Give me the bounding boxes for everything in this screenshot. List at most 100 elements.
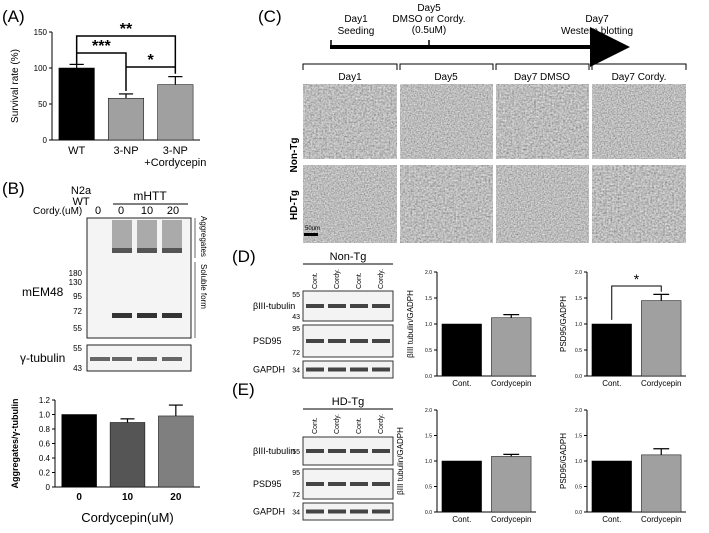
marker: 180 bbox=[69, 269, 83, 278]
antibody-mem48: mEM48 bbox=[22, 285, 64, 299]
y-tick-label: 100 bbox=[34, 64, 48, 73]
blot-marker: 55 bbox=[292, 449, 300, 456]
timeline-day1-sub: Seeding bbox=[338, 26, 375, 37]
y-tick-label: 0.4 bbox=[39, 454, 51, 463]
panel-label-a: (A) bbox=[2, 7, 25, 26]
blot-antibody-label: βIII-tubulin bbox=[253, 446, 295, 456]
cordy-label: Cordy.(uM) bbox=[33, 206, 82, 217]
category-label: 3-NP bbox=[113, 145, 138, 157]
panel-e-psd95-chart: 0.0 0.5 1.0 1.5 2.0 PSD95/GADPH Cont. Cordycepi… bbox=[559, 408, 686, 524]
blot-marker: 55 bbox=[292, 292, 300, 299]
y-axis-label: βIII tubulin/GADPH bbox=[396, 427, 405, 495]
lane-label: Cont. bbox=[312, 417, 319, 434]
category-label: WT bbox=[68, 145, 85, 157]
blot-antibody-label: βIII-tubulin bbox=[253, 301, 295, 311]
row-label-hd-tg: HD-Tg bbox=[289, 190, 300, 220]
category-label: 3-NP bbox=[163, 145, 188, 157]
category-label: Cont. bbox=[452, 515, 471, 524]
y-tick-label: 0.5 bbox=[575, 348, 582, 354]
blot-band bbox=[372, 509, 390, 514]
lane-label: Cordy. bbox=[334, 414, 341, 434]
gamma-tubulin-band bbox=[112, 357, 132, 361]
column-bracket bbox=[302, 63, 398, 70]
significance-label: ** bbox=[120, 21, 133, 38]
blot-strip bbox=[302, 360, 394, 379]
panel-d-blots: Non-Tg Cont. Cordy. Cont. Cordy. βIII-tubulin… bbox=[253, 251, 394, 379]
column-bracket bbox=[591, 63, 687, 70]
bar bbox=[158, 415, 194, 488]
marker: 130 bbox=[69, 278, 83, 287]
panel-label-c: (C) bbox=[258, 7, 282, 26]
marker: 72 bbox=[73, 307, 82, 316]
y-tick-label: 0.2 bbox=[39, 468, 51, 477]
y-tick-label: 2.0 bbox=[425, 408, 432, 414]
column-bracket bbox=[495, 63, 590, 70]
aggregates-chart: 0 0.2 0.4 0.6 0.8 1.0 1.2 Aggregates/γ-tubulin 0… bbox=[10, 396, 200, 525]
micrograph bbox=[592, 165, 686, 243]
lane-label: Cordy. bbox=[334, 269, 341, 289]
bar bbox=[491, 317, 532, 377]
y-tick-label: 1.0 bbox=[425, 459, 432, 465]
timeline-day5: Day5 bbox=[417, 3, 441, 14]
timeline: Day1 Seeding Day5 DMSO or Cordy. (0.5uM)… bbox=[289, 3, 687, 220]
blot-band bbox=[372, 304, 390, 308]
aggregate-band bbox=[162, 220, 182, 250]
blot-band bbox=[350, 482, 368, 486]
header-mhtt: mHTT bbox=[133, 189, 167, 203]
lane-label: 10 bbox=[141, 205, 153, 217]
micrograph bbox=[592, 84, 686, 159]
blot-marker: 95 bbox=[292, 470, 300, 477]
blot-band bbox=[372, 367, 390, 372]
soluble-band bbox=[137, 313, 157, 318]
marker: 55 bbox=[73, 344, 82, 353]
y-tick-label: 1.0 bbox=[425, 322, 432, 328]
blot-band bbox=[372, 339, 390, 343]
significance-bracket bbox=[76, 52, 127, 92]
gamma-tubulin-band bbox=[137, 357, 157, 361]
blot-band bbox=[350, 304, 368, 308]
y-tick-label: 0 bbox=[46, 483, 51, 492]
panel-e-blots: HD-Tg Cont. Cordy. Cont. Cordy. βIII-tubulin5… bbox=[253, 396, 394, 521]
lane-label: Cont. bbox=[312, 272, 319, 289]
scale-bar-label: 50um bbox=[305, 226, 320, 232]
lane-label: Cont. bbox=[356, 417, 363, 434]
blot-band bbox=[306, 339, 324, 343]
blot-band bbox=[328, 339, 346, 343]
y-tick-label: 0.0 bbox=[425, 374, 432, 380]
y-tick-label: 0.8 bbox=[39, 425, 51, 434]
y-axis-label: PSD95/GADPH bbox=[559, 296, 568, 352]
micrograph bbox=[496, 84, 589, 159]
y-tick-label: 1.2 bbox=[39, 396, 51, 405]
blot-band bbox=[306, 449, 324, 453]
header-n2a: N2a bbox=[71, 185, 92, 197]
bar bbox=[641, 454, 682, 513]
marker: 95 bbox=[73, 292, 82, 301]
blot-band bbox=[372, 449, 390, 453]
aggregate-band bbox=[137, 220, 157, 250]
blot-band bbox=[306, 509, 324, 514]
blot-band bbox=[328, 367, 346, 372]
panel-b-blot: N2a WT mHTT Cordy.(uM) 0 0 10 20 Aggrega… bbox=[20, 185, 208, 373]
timeline-day5-sub: DMSO or Cordy. bbox=[392, 14, 465, 25]
blot-band bbox=[372, 482, 390, 486]
blot-strip bbox=[302, 502, 394, 521]
column-header: Day5 bbox=[434, 72, 458, 83]
micrograph bbox=[400, 165, 493, 243]
panel-label-e: (E) bbox=[232, 380, 255, 399]
aggregates-label: Aggregates bbox=[199, 216, 208, 257]
micrograph bbox=[303, 84, 397, 159]
timeline-day7-sub: Western blotting bbox=[561, 26, 633, 37]
blot-band bbox=[306, 367, 324, 372]
column-bracket bbox=[399, 63, 494, 70]
y-axis-label: Aggregates/γ-tubulin bbox=[10, 398, 20, 488]
x-axis-label: Cordycepin(uM) bbox=[81, 510, 173, 525]
lane-label: 0 bbox=[95, 205, 101, 217]
aggregate-band bbox=[112, 248, 132, 253]
lane-label: 0 bbox=[118, 205, 124, 217]
category-label: 10 bbox=[122, 492, 134, 503]
blot-group-label: HD-Tg bbox=[332, 396, 364, 408]
category-label: Cont. bbox=[452, 379, 471, 388]
aggregate-band bbox=[112, 220, 132, 250]
y-tick-label: 2.0 bbox=[575, 408, 582, 414]
column-header: Day7 DMSO bbox=[514, 72, 570, 83]
